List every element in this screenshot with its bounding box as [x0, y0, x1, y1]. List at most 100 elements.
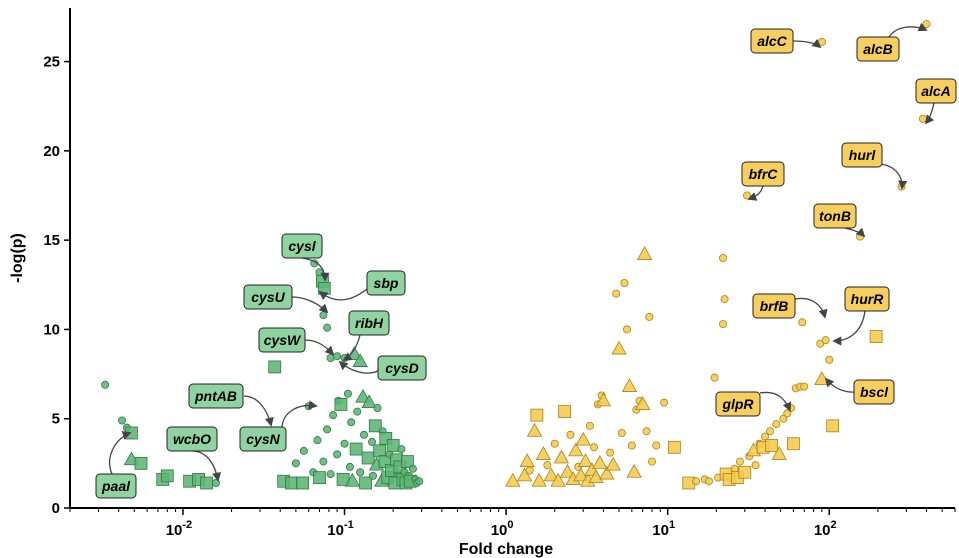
callout-arrow — [792, 38, 822, 49]
gene-label: sbp — [374, 275, 399, 291]
data-point-circle — [766, 427, 775, 436]
data-point-circle — [299, 446, 308, 455]
gene-label: paal — [101, 478, 131, 494]
data-point-circle — [373, 403, 382, 412]
data-point-circle — [760, 432, 769, 441]
data-point-square — [285, 476, 298, 490]
data-point-circle — [323, 425, 332, 434]
data-point-circle — [525, 466, 534, 475]
data-point-circle — [798, 318, 807, 327]
data-point-circle — [319, 457, 328, 466]
data-point-square — [738, 465, 752, 479]
data-point-circle — [772, 420, 781, 429]
gene-label-box — [95, 473, 137, 499]
data-point-circle — [590, 443, 599, 452]
callout-arrow — [191, 450, 222, 482]
gene-label-box — [188, 383, 244, 409]
gene-label-box — [239, 426, 287, 452]
x-ticks: 10-2 10-1 100 101 102 — [69, 508, 956, 539]
y-tick-label: 15 — [43, 232, 60, 249]
data-point-circle — [315, 268, 324, 277]
data-point-circle — [642, 427, 651, 436]
data-point-circle — [313, 436, 322, 445]
gene-label-box — [281, 233, 323, 259]
gene-label: bscl — [860, 384, 889, 400]
gene-label-box — [366, 270, 406, 296]
data-point-triangle — [535, 446, 552, 460]
data-point-triangle — [531, 472, 547, 487]
data-point-triangle — [516, 467, 533, 482]
callout-arrow — [888, 22, 928, 38]
data-point-triangle — [505, 472, 521, 487]
callout-cysN: cysN — [239, 400, 318, 452]
callout-arrow — [794, 297, 828, 319]
callout-cysl: cysl — [281, 233, 330, 282]
data-point-circle — [817, 37, 826, 46]
callout-arrow — [109, 430, 132, 475]
data-point-square — [368, 419, 382, 433]
data-point-triangle — [636, 246, 653, 260]
gene-label-box — [752, 293, 796, 319]
callout-arrow — [747, 185, 764, 201]
data-point-circle — [543, 461, 552, 470]
callout-sbp: sbp — [318, 270, 406, 301]
data-point-triangle — [634, 396, 651, 410]
data-point-circle — [620, 278, 629, 287]
data-point-square — [200, 476, 213, 490]
gene-label: tonB — [819, 208, 851, 224]
data-point-circle — [720, 295, 729, 304]
data-point-triangle — [344, 472, 361, 487]
data-point-circle — [566, 430, 575, 439]
callout-arrow — [304, 339, 335, 356]
data-point-circle — [751, 461, 760, 470]
data-points — [101, 20, 931, 490]
y-ticks: 0 5 10 15 20 25 — [43, 54, 70, 517]
data-point-triangle — [526, 422, 543, 437]
data-point-circle — [800, 382, 809, 391]
gene-label-box — [853, 379, 895, 405]
data-point-square — [558, 405, 571, 418]
data-point-circle — [627, 441, 636, 450]
data-point-square — [386, 439, 400, 452]
x-tick-label: 10-2 — [166, 519, 192, 539]
data-point-circle — [743, 191, 752, 200]
gene-label-box — [844, 286, 890, 312]
callout-arrow — [342, 334, 361, 361]
x-axis-title: Fold change — [459, 541, 553, 558]
data-point-circle — [585, 421, 594, 430]
data-point-circle — [704, 477, 713, 486]
data-point-circle — [211, 478, 220, 487]
gene-label: bfrC — [749, 166, 779, 182]
data-point-triangle — [575, 431, 591, 446]
data-point-circle — [345, 462, 354, 471]
data-point-circle — [397, 445, 406, 454]
data-point-circle — [408, 464, 417, 473]
data-point-square — [313, 471, 326, 485]
gene-label: alcC — [757, 33, 787, 49]
data-point-circle — [353, 407, 362, 416]
callout-ribH: ribH — [342, 310, 390, 361]
data-point-square — [787, 437, 800, 451]
data-point-square — [530, 408, 544, 422]
callout-brfB: brfB — [752, 293, 828, 319]
gene-label: hurR — [851, 291, 885, 307]
callout-arrow — [291, 296, 329, 314]
callout-alcA: alcA — [915, 78, 957, 125]
y-axis-title: -log(p) — [9, 233, 26, 283]
data-point-triangle — [573, 467, 589, 482]
data-point-circle — [617, 428, 626, 437]
data-point-triangle — [543, 467, 559, 482]
data-point-square — [359, 476, 372, 490]
x-tick-label: 101 — [652, 519, 675, 539]
data-point-circle — [606, 448, 615, 457]
data-point-triangle — [559, 463, 576, 478]
gene-label: alcB — [863, 41, 893, 57]
callout-arrow — [338, 360, 379, 374]
y-tick-label: 20 — [43, 143, 60, 160]
callout-alcB: alcB — [856, 22, 928, 62]
data-point-square — [268, 360, 282, 374]
data-point-circle — [333, 352, 342, 361]
gene-label-box — [856, 36, 900, 62]
data-point-square — [296, 476, 309, 490]
